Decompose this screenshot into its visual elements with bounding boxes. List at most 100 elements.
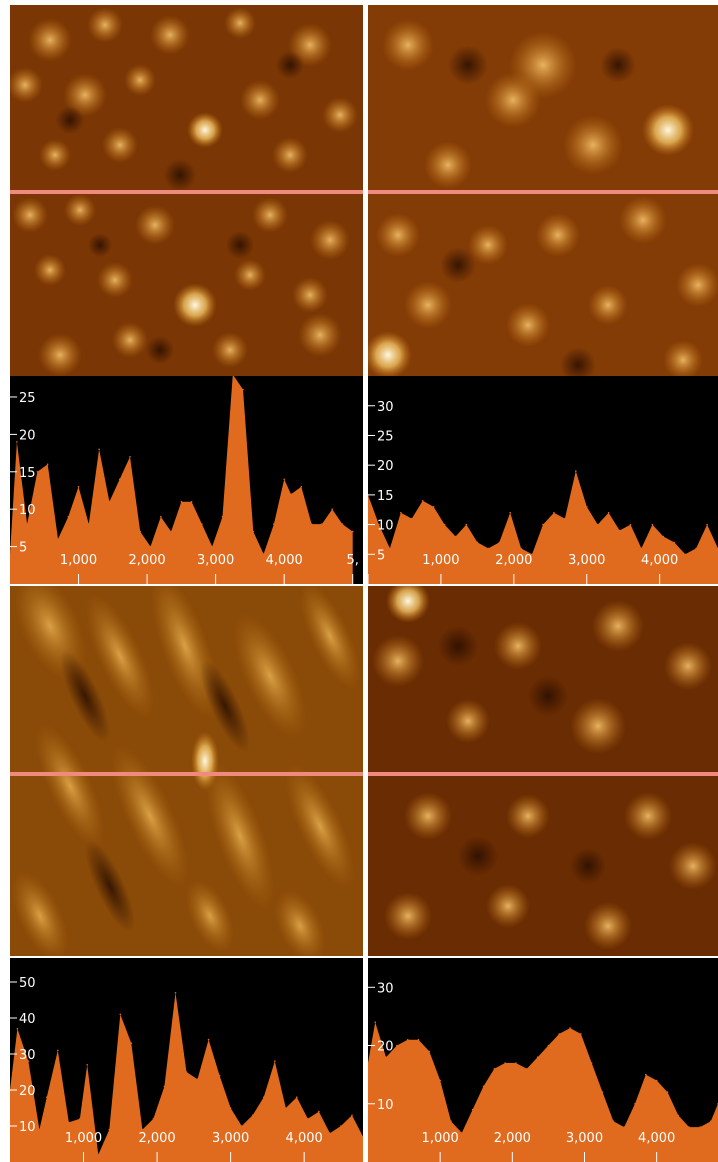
afm-topography-bottom-left xyxy=(10,586,363,956)
x-tick-label: 1,000 xyxy=(65,1131,102,1146)
profile-point xyxy=(580,1033,582,1035)
profile-point xyxy=(211,545,213,548)
profile-point xyxy=(536,1056,539,1058)
y-tick-label: 40 xyxy=(19,1012,36,1027)
profile-point xyxy=(79,1118,81,1120)
profile-point xyxy=(242,388,244,391)
profile-point xyxy=(86,1064,88,1066)
profile-point xyxy=(461,1132,463,1134)
profile-point xyxy=(362,1136,363,1138)
profile-point xyxy=(498,541,501,544)
profile-point xyxy=(710,1120,712,1122)
profile-point xyxy=(221,515,224,518)
profile-point xyxy=(252,530,255,533)
profile-area xyxy=(10,376,353,584)
x-tick-label: 1,000 xyxy=(422,1131,459,1146)
profile-point xyxy=(262,553,265,555)
profile-point xyxy=(432,506,435,508)
profile-point xyxy=(190,500,193,503)
profile-point xyxy=(677,1114,680,1117)
height-profile-bottom-left: 10 20 30 40 50 1,000 2,000 3,000 4,000 xyxy=(10,958,363,1162)
y-tick-label: 30 xyxy=(377,981,394,996)
y-tick-label: 25 xyxy=(377,429,394,444)
profile-point xyxy=(706,523,708,526)
profile-point xyxy=(67,515,70,518)
y-tick-label: 10 xyxy=(19,1120,36,1135)
profile-point xyxy=(307,1118,309,1120)
profile-point xyxy=(542,523,544,526)
profile-point xyxy=(273,523,275,525)
y-tick-label: 10 xyxy=(377,1098,394,1113)
x-tick-label: 3,000 xyxy=(568,553,605,568)
profile-point xyxy=(139,530,141,533)
profile-point xyxy=(569,1027,571,1029)
profile-point xyxy=(509,511,511,514)
x-tick-label: 1,000 xyxy=(60,553,97,568)
profile-point xyxy=(300,485,303,488)
profile-point xyxy=(471,1108,474,1111)
x-tick-label: 3,000 xyxy=(212,1131,249,1146)
profile-point xyxy=(465,523,468,526)
profile-point xyxy=(201,523,203,525)
profile-point xyxy=(218,1074,221,1077)
profile-point xyxy=(450,1120,452,1122)
profile-point xyxy=(688,1126,690,1128)
afm-image-top-right xyxy=(368,5,718,376)
profile-point xyxy=(673,541,676,544)
profile-point xyxy=(26,523,28,525)
scan-line xyxy=(10,772,363,776)
afm-image-bottom-left xyxy=(10,586,363,956)
profile-point xyxy=(180,500,183,503)
profile-point xyxy=(36,471,39,473)
profile-point xyxy=(520,547,522,550)
profile-point xyxy=(119,1013,122,1016)
y-tick-label: 20 xyxy=(377,1040,394,1055)
y-tick-label: 20 xyxy=(19,428,36,443)
profile-point xyxy=(274,1060,276,1062)
profile-point xyxy=(421,500,424,502)
profile-point xyxy=(185,1071,188,1073)
profile-point xyxy=(296,1096,298,1098)
height-profile-bottom-right: 10 20 30 1,000 2,000 3,000 4,000 xyxy=(368,958,718,1162)
scan-line xyxy=(368,772,718,776)
profile-point xyxy=(229,1107,232,1109)
profile-point xyxy=(515,1062,517,1064)
profile-point xyxy=(46,463,49,466)
profile-point xyxy=(130,1042,133,1044)
profile-point xyxy=(564,517,566,520)
profile-point xyxy=(88,523,90,525)
profile-point xyxy=(16,1028,19,1030)
profile-point xyxy=(699,1126,701,1128)
x-tick-label: 2,000 xyxy=(494,1131,531,1146)
profile-point xyxy=(251,1114,254,1116)
y-tick-label: 5 xyxy=(19,541,27,556)
profile-point xyxy=(428,1050,431,1053)
y-tick-label: 20 xyxy=(377,459,394,474)
profile-point xyxy=(662,535,665,538)
profile-point xyxy=(378,523,380,526)
y-tick-label: 50 xyxy=(19,976,36,991)
profile-point xyxy=(368,1062,369,1064)
profile-point xyxy=(553,511,555,514)
profile-point xyxy=(163,1085,166,1088)
x-tick-label: 4,000 xyxy=(641,553,678,568)
profile-point xyxy=(374,1021,376,1023)
profile-point xyxy=(196,1078,199,1080)
profile-point xyxy=(160,515,162,518)
profile-point xyxy=(411,517,413,520)
profile-point xyxy=(141,1128,144,1131)
y-tick-label: 25 xyxy=(19,391,36,406)
profile-point xyxy=(68,1121,70,1124)
profile-point xyxy=(340,1125,342,1127)
x-tick-label: 2,000 xyxy=(495,553,532,568)
profile-point xyxy=(385,1056,387,1058)
profile-point xyxy=(684,553,686,556)
y-tick-label: 10 xyxy=(377,519,394,534)
profile-point xyxy=(618,529,621,532)
profile-point xyxy=(389,547,391,550)
profile-point xyxy=(46,1096,48,1098)
profile-chart: 10 20 30 1,000 2,000 3,000 4,000 xyxy=(368,981,718,1162)
afm-topography-bottom-right xyxy=(368,586,718,956)
profile-point xyxy=(310,523,313,525)
afm-image-bottom-right xyxy=(368,586,718,956)
